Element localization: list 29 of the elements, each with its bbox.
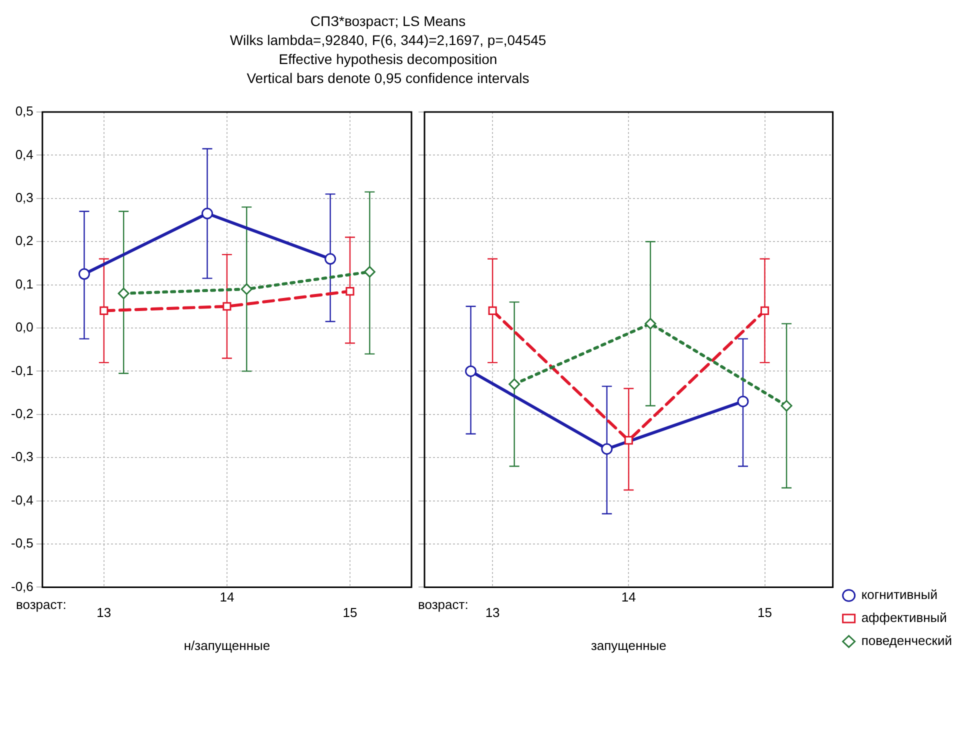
y-tick-label: 0,1 [15, 276, 34, 292]
y-tick-label: -0,5 [10, 536, 34, 551]
x-tick-label: 14 [220, 590, 234, 605]
text: Effective hypothesis decomposition [278, 50, 498, 69]
x-tick-label: 13 [96, 605, 112, 620]
x-tick-label: 15 [342, 605, 358, 620]
y-tick-label: -0,1 [10, 362, 34, 378]
y-tick-label: 0,3 [15, 190, 34, 205]
y-tick-label: 0,2 [15, 233, 34, 248]
y-tick-label: -0,6 [10, 578, 34, 594]
x-axis-title: н/запущенные [184, 638, 270, 653]
legend-label: поведенческий [861, 633, 952, 648]
y-tick-label: -0,3 [10, 449, 34, 464]
legend-label: когнитивный [861, 587, 938, 602]
text: Vertical bars denote 0,95 confidence intervals [246, 69, 530, 88]
chart-subtitle: Wilks lambda=,92840, F(6, 344)=2,1697, p=,04545 [228, 31, 548, 50]
x-axis-title: запущенные [590, 638, 666, 653]
y-tick-label: 0,5 [15, 104, 34, 119]
x-tick-label: 15 [758, 605, 772, 620]
y-tick-label: 0,4 [15, 146, 34, 162]
y-tick-label: 0,0 [15, 320, 34, 335]
chart-title: СПЗ*возраст; LS Means [309, 12, 467, 31]
x-tick-label: 13 [485, 605, 500, 620]
y-tick-label: -0,4 [10, 492, 34, 508]
legend-label: аффективный [861, 610, 947, 626]
y-tick-label: -0,2 [10, 406, 34, 421]
x-tick-label: 14 [621, 590, 636, 605]
text: возраст: [16, 597, 66, 612]
text: возраст: [418, 597, 468, 612]
